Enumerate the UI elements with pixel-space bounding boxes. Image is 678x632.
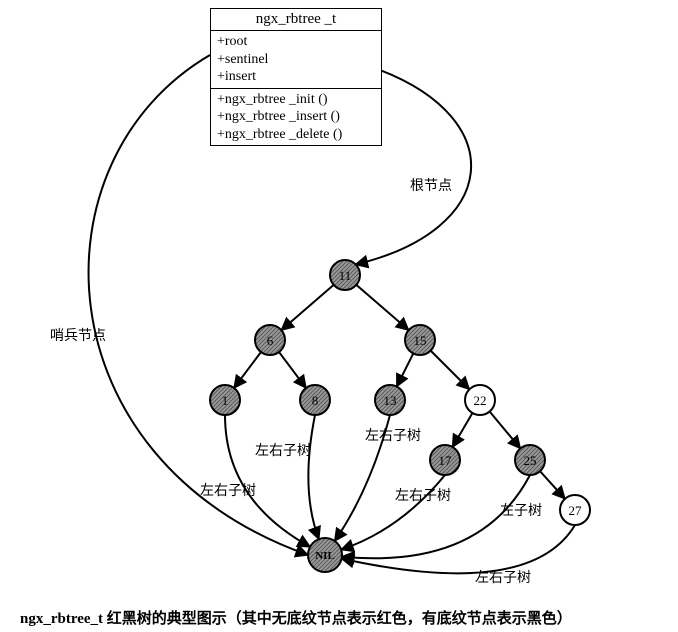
- tree-node-label: 8: [312, 393, 319, 408]
- uml-field: +root: [217, 33, 375, 51]
- uml-field: +insert: [217, 68, 375, 86]
- tree-node-label: 13: [384, 393, 397, 408]
- nil-edge-label: 左右子树: [475, 567, 531, 587]
- tree-edge: [397, 353, 414, 386]
- nil-node-label: NIL: [315, 550, 335, 562]
- uml-class-box: ngx_rbtree _t +root+sentinel+insert +ngx…: [210, 8, 382, 146]
- tree-edge: [279, 352, 306, 388]
- tree-node-label: 11: [339, 268, 352, 283]
- tree-node-label: 25: [524, 453, 537, 468]
- nodes-layer: 11 6 15 1 8 13 22 17 25 27 NIL: [210, 260, 590, 572]
- uml-method: +ngx_rbtree _insert (): [217, 108, 375, 126]
- uml-method: +ngx_rbtree _init (): [217, 91, 375, 109]
- tree-node-label: 22: [474, 393, 487, 408]
- nil-edge-label: 左右子树: [365, 425, 421, 445]
- tree-edge: [356, 285, 408, 330]
- nil-edge-label: 左右子树: [200, 480, 256, 500]
- tree-node-label: 6: [267, 333, 274, 348]
- tree-edge: [453, 413, 473, 447]
- nil-edge: [308, 415, 319, 539]
- tree-node-label: 1: [222, 393, 229, 408]
- tree-node-label: 15: [414, 333, 427, 348]
- tree-edge: [281, 285, 333, 330]
- tree-node-label: 17: [439, 453, 453, 468]
- tree-edge: [234, 352, 261, 388]
- tree-node-label: 27: [569, 503, 583, 518]
- uml-method: +ngx_rbtree _delete (): [217, 126, 375, 144]
- nil-edge-label: 左右子树: [395, 485, 451, 505]
- tree-edge: [490, 412, 521, 449]
- nil-edge-label: 左右子树: [255, 440, 311, 460]
- root-pointer-label: 根节点: [410, 175, 452, 195]
- nil-edge-label: 左子树: [500, 500, 542, 520]
- tree-edge: [431, 351, 470, 390]
- uml-title: ngx_rbtree _t: [211, 9, 381, 31]
- nil-edge: [342, 525, 575, 573]
- figure-caption: ngx_rbtree_t 红黑树的典型图示（其中无底纹节点表示红色，有底纹节点表…: [20, 607, 572, 628]
- uml-field: +sentinel: [217, 51, 375, 69]
- uml-fields: +root+sentinel+insert: [211, 31, 381, 88]
- tree-edge: [540, 471, 565, 499]
- uml-methods: +ngx_rbtree _init ()+ngx_rbtree _insert …: [211, 88, 381, 146]
- sentinel-pointer-label: 哨兵节点: [50, 325, 106, 345]
